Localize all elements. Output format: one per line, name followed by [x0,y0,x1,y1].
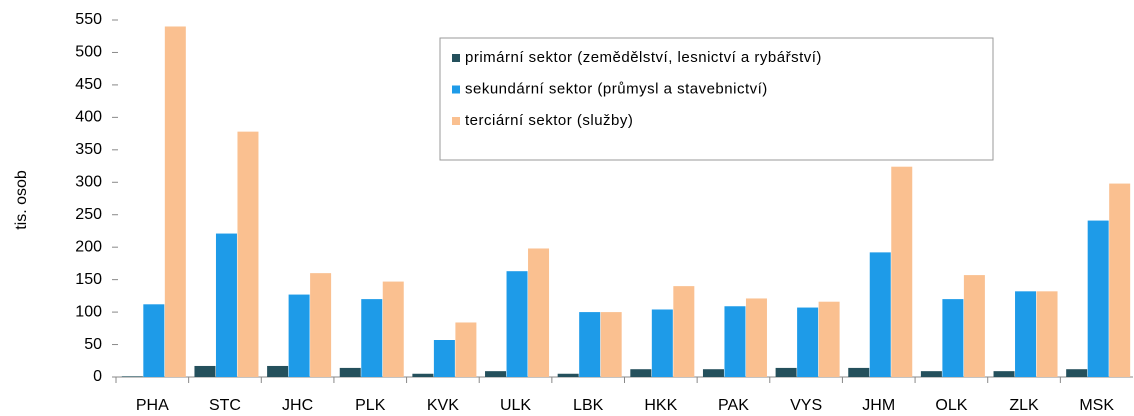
bar [164,26,186,378]
y-axis-label: tis. osob [13,170,30,230]
bar [702,369,724,377]
bar [724,306,746,377]
x-tick-label: ZLK [1009,397,1039,414]
bar [869,252,891,377]
y-tick-label: 250 [75,206,102,223]
bar [630,369,652,377]
y-tick-label: 0 [93,368,102,385]
bar [433,340,455,377]
y-tick-label: 200 [75,238,102,255]
x-tick-label: PAK [718,397,749,414]
bar [506,271,528,377]
y-tick-label: 50 [84,336,102,353]
bar [818,301,840,377]
bar [1087,220,1109,377]
x-tick-label: ULK [500,397,531,414]
y-tick-label: 350 [75,141,102,158]
bar [528,248,550,377]
x-tick-label: OLK [935,397,967,414]
y-tick-label: 300 [75,173,102,190]
bar [651,309,673,377]
bar [1036,291,1058,377]
bar [848,367,870,377]
x-tick-label: PHA [136,397,169,414]
bar [745,298,767,377]
bar [891,166,913,377]
bar [797,307,819,377]
legend-label: primární sektor (zemědělství, lesnictví … [465,49,822,66]
legend-swatch [452,117,460,125]
x-tick-label: PLK [355,397,386,414]
y-tick-label: 550 [75,11,102,28]
x-tick-label: MSK [1079,397,1114,414]
legend-swatch [452,85,460,94]
bar [382,281,404,377]
bar [455,322,477,377]
bar [1066,369,1088,377]
bar [237,131,259,377]
bar [121,376,143,377]
legend-swatch [452,54,460,62]
bar [288,294,310,377]
x-tick-label: VYS [790,397,822,414]
bar [412,373,434,377]
y-tick-label: 100 [75,303,102,320]
x-tick-label: JHM [862,397,895,414]
bar [942,299,964,377]
bar [1109,183,1131,377]
bar [579,312,601,377]
bar [339,367,361,377]
bar [557,373,579,377]
bar [775,367,797,377]
y-tick-label: 450 [75,76,102,93]
legend-label: terciární sektor (služby) [465,112,633,129]
bar [267,365,289,377]
bar [143,304,165,377]
bar [673,286,695,377]
y-tick-label: 400 [75,109,102,126]
bar [993,371,1015,377]
bar [215,233,237,377]
bar [600,312,622,377]
legend-box [439,37,994,161]
x-tick-label: HKK [644,397,677,414]
x-tick-label: LBK [573,397,604,414]
y-tick-label: 500 [75,44,102,61]
bar [194,365,216,377]
bar [920,371,942,377]
bar [485,371,507,377]
x-tick-label: STC [209,397,241,414]
bar [310,273,332,377]
bar [361,299,383,377]
bar [1015,291,1037,377]
y-tick-label: 150 [75,271,102,288]
x-tick-label: KVK [427,397,459,414]
legend-label: sekundární sektor (průmysl a stavebnictv… [465,80,768,97]
bar [963,275,985,377]
x-tick-label: JHC [282,397,313,414]
